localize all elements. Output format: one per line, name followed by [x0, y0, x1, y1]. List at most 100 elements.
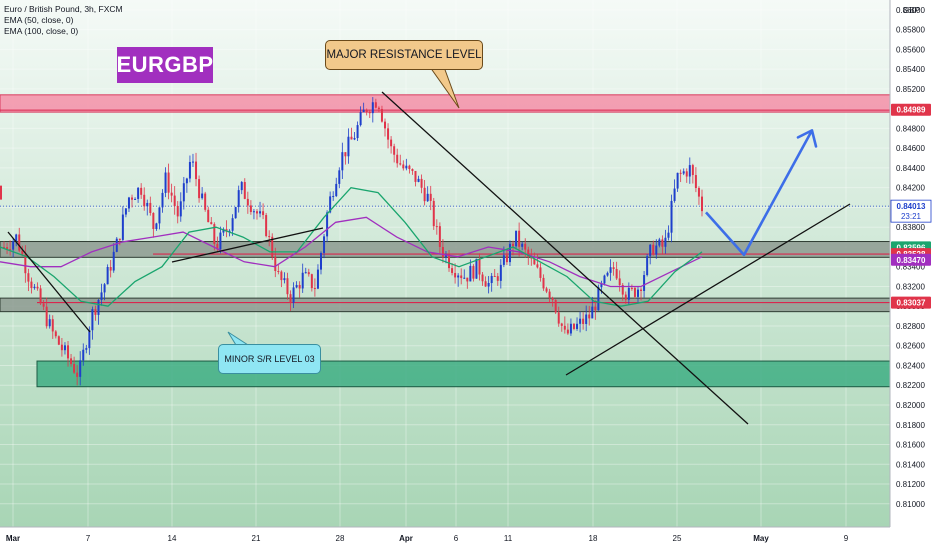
candle-body: [109, 266, 112, 271]
x-tick-label: Mar: [6, 534, 20, 543]
candle-body: [457, 275, 460, 278]
candle-body: [48, 319, 51, 327]
candle-body: [204, 193, 207, 210]
current-price-label: 0.84013: [897, 202, 926, 211]
projection-arrowhead: [796, 129, 818, 148]
candle-body: [557, 312, 560, 324]
x-tick-label: 6: [454, 534, 459, 543]
candle-body: [201, 193, 204, 199]
candle-body: [30, 281, 33, 289]
candle-body: [636, 289, 639, 297]
candle-body: [661, 239, 664, 247]
candle-body: [21, 250, 24, 255]
candle-body: [149, 202, 152, 213]
candle-body: [670, 200, 673, 233]
candle-body: [338, 170, 341, 184]
y-tick-label: 0.84200: [896, 184, 925, 193]
candle-body: [618, 278, 621, 286]
candle-body: [27, 273, 30, 282]
candle-body: [280, 271, 283, 281]
candle-body: [173, 195, 176, 206]
symbol-badge: EURGBP: [116, 47, 213, 83]
price-axis-panel: [890, 0, 932, 550]
candle-body: [371, 102, 374, 114]
legend-ema50: EMA (50, close, 0): [4, 15, 74, 25]
candle-body: [475, 258, 478, 279]
candle-body: [240, 182, 243, 191]
candle-body: [249, 205, 252, 213]
candle-body: [609, 267, 612, 273]
candle-body: [444, 254, 447, 258]
legend-symbol: Euro / British Pound, 3h, FXCM: [4, 4, 123, 14]
candle-body: [496, 276, 499, 281]
candle-body: [167, 172, 170, 193]
resistance-zone: [0, 94, 891, 113]
y-tick-label: 0.84600: [896, 144, 925, 153]
candle-body: [649, 244, 652, 257]
candle-body: [213, 224, 216, 244]
candle-body: [658, 239, 661, 246]
ema100-price-label: 0.83470: [897, 256, 926, 265]
level2-price-label: 0.83037: [897, 299, 926, 308]
downtrend-line-major: [381, 91, 749, 425]
candle-body: [646, 256, 649, 276]
current-price-frame: [890, 199, 932, 223]
candle-body: [454, 272, 457, 278]
candle-body: [624, 294, 627, 300]
x-tick-label: 28: [336, 534, 345, 543]
candle-body: [70, 358, 73, 364]
candle-body: [490, 275, 493, 284]
candle-body: [268, 236, 271, 238]
candle-body: [9, 249, 12, 251]
x-tick-label: 11: [504, 534, 513, 543]
y-tick-label: 0.82000: [896, 401, 925, 410]
candle-body: [155, 223, 158, 230]
candle-body: [307, 272, 310, 275]
candle-body: [405, 165, 408, 169]
candle-body: [228, 230, 231, 232]
candle-body: [591, 306, 594, 319]
candle-body: [319, 252, 322, 270]
candle-body: [195, 161, 198, 180]
candle-body: [237, 190, 240, 208]
candle-body: [466, 277, 469, 282]
candle-body: [576, 323, 579, 329]
candle-body: [63, 345, 66, 351]
y-tick-label: 0.84800: [896, 124, 925, 133]
x-tick-label: 7: [86, 534, 91, 543]
candle-body: [448, 254, 451, 269]
candle-body: [140, 187, 143, 195]
candle-body: [499, 264, 502, 281]
currency-label: GBP: [903, 6, 920, 15]
y-tick-label: 0.85400: [896, 65, 925, 74]
candle-body: [393, 146, 396, 155]
candle-body: [36, 286, 39, 289]
candle-body: [292, 287, 295, 303]
candle-body: [460, 275, 463, 279]
candle-body: [478, 258, 481, 275]
candle-body: [6, 247, 9, 250]
candle-body: [463, 277, 466, 279]
candle-body: [121, 214, 124, 240]
candle-body: [655, 245, 658, 255]
candle-body: [97, 299, 100, 315]
candle-body: [585, 314, 588, 324]
y-tick-label: 0.81600: [896, 441, 925, 450]
uptrend-line: [565, 203, 851, 376]
candle-body: [515, 230, 518, 247]
candle-body: [387, 128, 390, 140]
trend-lines: [7, 66, 851, 425]
candle-body: [12, 241, 15, 250]
candle-body: [243, 182, 246, 199]
candle-body: [131, 197, 134, 200]
candle-body: [691, 165, 694, 176]
level2-price-label-bg: [891, 296, 931, 309]
major-resistance-callout: MAJOR RESISTANCE LEVEL: [325, 40, 483, 70]
candle-body: [289, 294, 292, 303]
candle-body: [76, 372, 79, 377]
candle-body: [643, 275, 646, 291]
candle-body: [551, 297, 554, 300]
candle-body: [79, 360, 82, 377]
downtrend-line-1: [7, 231, 91, 333]
candle-body: [542, 277, 545, 289]
